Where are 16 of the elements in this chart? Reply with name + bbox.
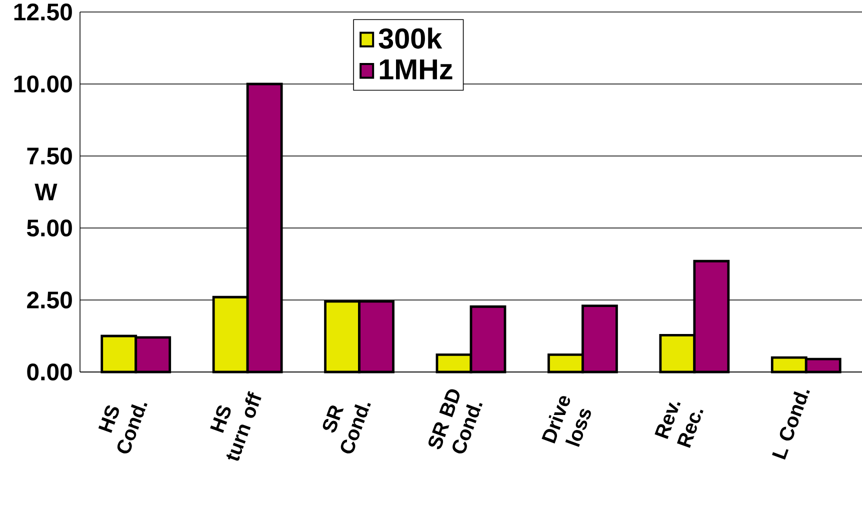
legend-label: 1MHz: [380, 59, 452, 80]
x-tick-label: HS Cond.: [98, 403, 148, 454]
legend-label: 300k: [378, 28, 442, 49]
x-tick-label: Rev. Rec.: [654, 402, 704, 448]
y-tick-label: 10.00: [14, 76, 72, 92]
y-tick-label: 2.50: [27, 292, 72, 308]
x-tick-label: L Cond.: [772, 390, 810, 460]
y-axis-title: W: [34, 184, 58, 200]
y-tick-label: 5.00: [26, 220, 72, 236]
y-tick-label: 0.00: [27, 364, 72, 380]
x-tick-label: SR Cond.: [322, 403, 371, 454]
x-tick-label: SR BD Cond.: [428, 389, 483, 454]
y-tick-label: 12.50: [14, 4, 72, 20]
y-tick-label: 7.50: [27, 148, 72, 164]
x-tick-label: HS turn off: [210, 391, 262, 461]
x-tick-label: Drive loss: [542, 396, 591, 447]
